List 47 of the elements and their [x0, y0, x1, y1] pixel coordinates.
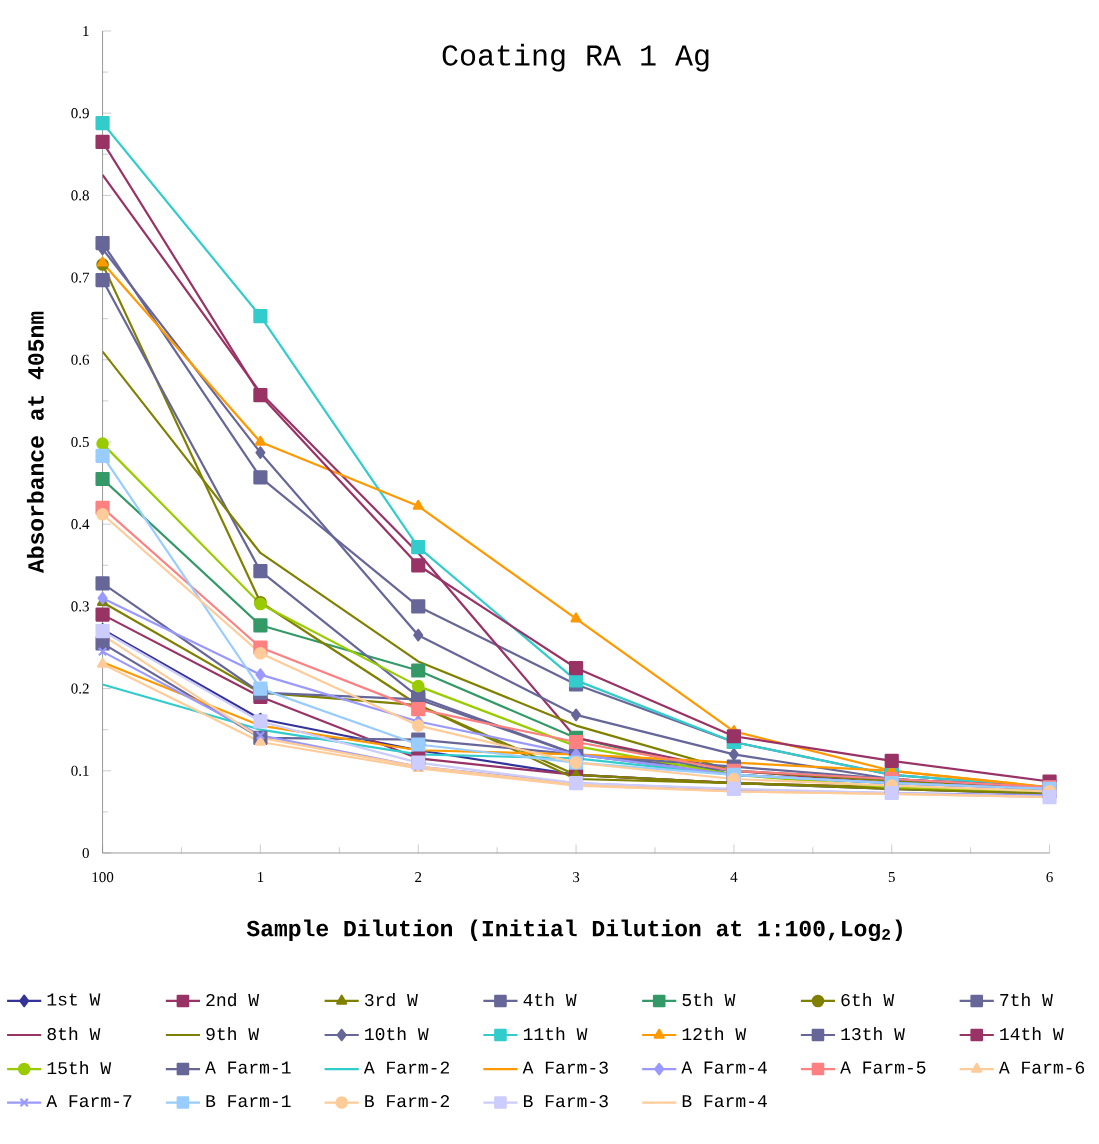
y-tick-label: 0.2 [71, 683, 89, 694]
legend-label: B Farm-1 [206, 1095, 291, 1108]
y-tick-label: 0.7 [71, 272, 90, 283]
y-tick-label: 0.1 [71, 765, 89, 776]
legend-label: 11th W [524, 1026, 588, 1041]
legend-label: 4th W [523, 992, 577, 1007]
legend-label: 8th W [47, 1026, 101, 1041]
x-axis-title: Sample Dilution (Initial Dilution at 1:100,Log$_{2}$) [247, 919, 903, 942]
y-tick-label: 0.9 [71, 108, 90, 119]
legend-label: 3rd W [365, 992, 419, 1007]
y-tick-label: 0.5 [71, 436, 90, 448]
legend-label: A Farm-7 [46, 1095, 132, 1108]
y-tick-label: 0.6 [71, 354, 90, 365]
legend-label: A Farm-5 [840, 1061, 926, 1074]
x-tick-label: 4 [730, 872, 738, 882]
legend-label: A Farm-4 [681, 1061, 768, 1074]
x-tick-label: 3 [573, 872, 580, 883]
y-tick-label: 0.8 [71, 190, 90, 201]
x-tick-label: 1 [258, 872, 264, 882]
x-tick-label: 2 [415, 872, 422, 882]
y-tick-label: 1 [83, 26, 89, 36]
x-tick-label: 100 [92, 872, 114, 883]
legend-label: 13th W [841, 1026, 906, 1041]
legend-label: B Farm-4 [683, 1095, 768, 1108]
chart-title: Coating RA 1 Ag [442, 43, 709, 72]
legend-label: 6th W [841, 992, 895, 1007]
legend-label: 7th W [1000, 992, 1054, 1007]
legend-label: B Farm-2 [365, 1095, 450, 1108]
y-axis-title: Absorbance at 405nm [27, 311, 44, 574]
legend-label: A Farm-2 [364, 1061, 450, 1074]
legend-label: B Farm-3 [524, 1095, 609, 1108]
legend-label: 2nd W [206, 992, 260, 1007]
legend-label: 9th W [206, 1026, 260, 1041]
legend-label: 1st W [47, 993, 101, 1006]
legend-label: 14th W [1000, 1026, 1064, 1041]
legend-label: A Farm-3 [522, 1061, 609, 1074]
y-tick-label: 0.3 [71, 601, 90, 612]
legend-label: 12th W [682, 1026, 747, 1041]
y-tick-label: 0.4 [71, 519, 90, 530]
legend-label: 5th W [682, 992, 736, 1007]
legend-label: A Farm-6 [999, 1061, 1085, 1074]
y-tick-label: 0 [82, 847, 90, 859]
x-tick-label: 6 [1046, 872, 1054, 883]
legend-label: 10th W [365, 1026, 429, 1041]
legend-label: 15th W [47, 1061, 112, 1075]
x-tick-label: 5 [889, 872, 896, 883]
legend-label: A Farm-1 [205, 1061, 291, 1074]
